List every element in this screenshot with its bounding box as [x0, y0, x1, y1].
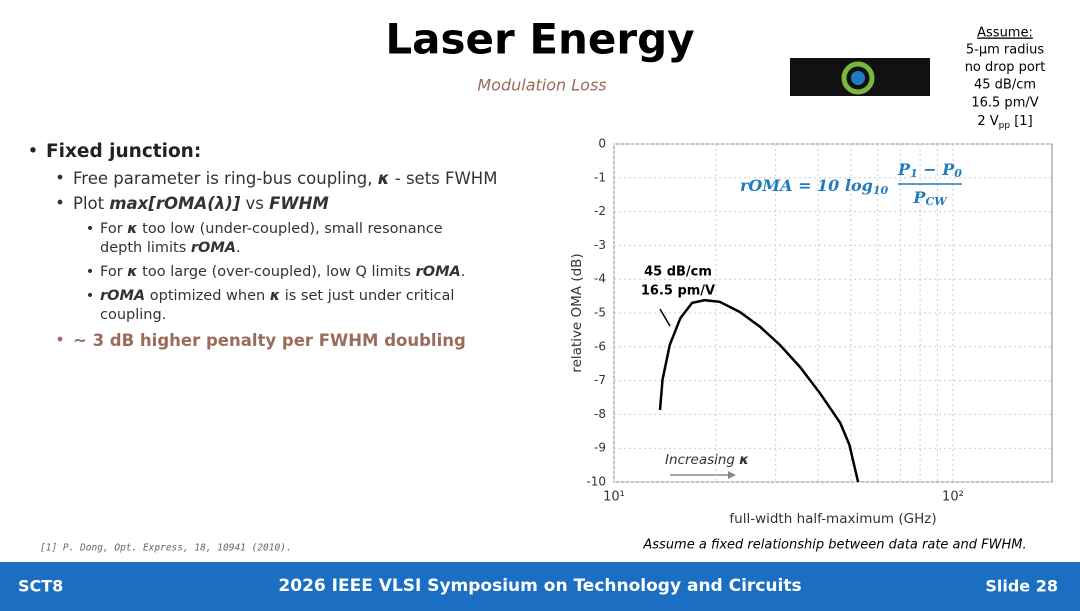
text-run: too low (under-coupled), small resonance [138, 221, 443, 237]
x-axis-label: full-width half-maximum (GHz) [729, 511, 936, 527]
footer-left: SCT8 [18, 577, 63, 596]
text-run: depth limits [100, 240, 191, 256]
text-run: κ [127, 264, 137, 280]
formula-part: P [912, 188, 926, 207]
y-axis-label: relative OMA (dB) [569, 253, 585, 372]
bullet-text: Plot max[rOMA(λ)] vs FWHM [73, 194, 329, 213]
text-run: rOMA [191, 240, 236, 256]
y-tick-label: -9 [594, 441, 606, 455]
text-run: optimized when [145, 288, 270, 304]
annotation-text: Increasing [665, 452, 739, 468]
assume-text: 2 V [977, 114, 998, 129]
text-run: For [100, 264, 127, 280]
annotation-symbol: κ [739, 452, 749, 468]
y-tick-label: -4 [594, 272, 606, 286]
annotation: Increasing κ [665, 452, 749, 468]
text-run: For [100, 221, 127, 237]
text-run: is set just under critical [280, 288, 454, 304]
y-tick-label: -2 [594, 204, 606, 218]
text-run: too large (over-coupled), low Q limits [138, 264, 416, 280]
assume-heading: Assume: [977, 26, 1033, 41]
text-run: ~ 3 dB higher penalty per FWHM doubling [73, 331, 466, 350]
bullet-dot: • [28, 141, 39, 162]
bullet-text: depth limits rOMA. [100, 240, 241, 256]
bullet-dot: • [55, 331, 65, 350]
title: Laser Energy [385, 15, 694, 64]
formula-part: 1 [910, 167, 918, 180]
footer-bar [0, 562, 1080, 611]
text-run: κ [378, 169, 390, 188]
text-run: κ [270, 288, 280, 304]
bullet-dot: • [55, 194, 65, 213]
bullet-text: Free parameter is ring-bus coupling, κ -… [73, 169, 497, 188]
arrow-head [728, 471, 736, 479]
x-tick-label: 10² [942, 490, 964, 505]
annotation: 16.5 pm/V [641, 284, 715, 299]
text-run: Free parameter is ring-bus coupling, [73, 169, 378, 188]
bullet-text: coupling. [100, 307, 166, 323]
formula-part: P [897, 160, 911, 179]
text-run: κ [127, 221, 137, 237]
footer-right: Slide 28 [985, 577, 1058, 596]
formula-base: 10 [873, 184, 889, 197]
y-tick-label: -7 [594, 373, 606, 387]
assume-line: 5-μm radius [966, 43, 1044, 58]
text-run: - sets FWHM [390, 169, 498, 188]
text-run: coupling. [100, 307, 166, 323]
annotation: 45 dB/cm [644, 265, 712, 280]
leader-line [659, 308, 671, 327]
text-run: . [236, 240, 241, 256]
assume-line: 2 Vpp [1] [977, 114, 1032, 131]
text-run: vs [240, 194, 269, 213]
bullet-text: For κ too large (over-coupled), low Q li… [100, 264, 465, 280]
y-tick-label: -8 [594, 407, 606, 421]
text-run: . [461, 264, 466, 280]
formula-num: P1 − P0 [897, 160, 962, 181]
footer-center: 2026 IEEE VLSI Symposium on Technology a… [278, 576, 801, 596]
bullet-dot: • [86, 264, 95, 280]
formula-den: PCW [912, 188, 948, 209]
bullet-text: Fixed junction: [46, 141, 201, 162]
x-tick-label: 10¹ [603, 490, 625, 505]
caption: Assume a fixed relationship between data… [642, 538, 1026, 553]
logo-core [849, 69, 867, 87]
subtitle: Modulation Loss [477, 76, 606, 95]
formula-lhs: rOMA = 10 log [740, 176, 873, 195]
text-run: rOMA [100, 288, 145, 304]
formula-part: − P [918, 160, 956, 179]
y-tick-label: -6 [594, 339, 606, 353]
text-run: FWHM [269, 194, 329, 213]
formula-part: 0 [954, 167, 962, 180]
y-tick-label: -5 [594, 306, 606, 320]
assume-line: 45 dB/cm [974, 78, 1036, 93]
bullet-dot: • [55, 169, 65, 188]
y-tick-label: -3 [594, 238, 606, 252]
bullet-dot: • [86, 288, 95, 304]
reference: [1] P. Dong, Opt. Express, 18, 10941 (20… [40, 543, 292, 554]
assume-line: no drop port [965, 60, 1046, 75]
formula: rOMA = 10 log10 [740, 176, 888, 198]
assume-sub: pp [999, 121, 1011, 131]
y-tick-label: -1 [594, 170, 606, 184]
formula-part: CW [925, 195, 948, 208]
y-tick-label: -10 [586, 475, 606, 489]
assume-line: 16.5 pm/V [971, 95, 1038, 110]
bullet-text: rOMA optimized when κ is set just under … [100, 288, 454, 304]
assume-tail: [1] [1010, 114, 1033, 129]
text-run: Fixed junction: [46, 141, 201, 162]
curve [658, 298, 860, 483]
text-run: max[rOMA(λ)] [109, 194, 240, 213]
text-run: rOMA [416, 264, 461, 280]
bullet-dot: • [86, 221, 95, 237]
bullet-text: ~ 3 dB higher penalty per FWHM doubling [73, 331, 466, 350]
text-run: Plot [73, 194, 109, 213]
bullet-text: For κ too low (under-coupled), small res… [100, 221, 443, 237]
y-tick-label: 0 [598, 137, 606, 151]
logo-ring [841, 61, 875, 95]
